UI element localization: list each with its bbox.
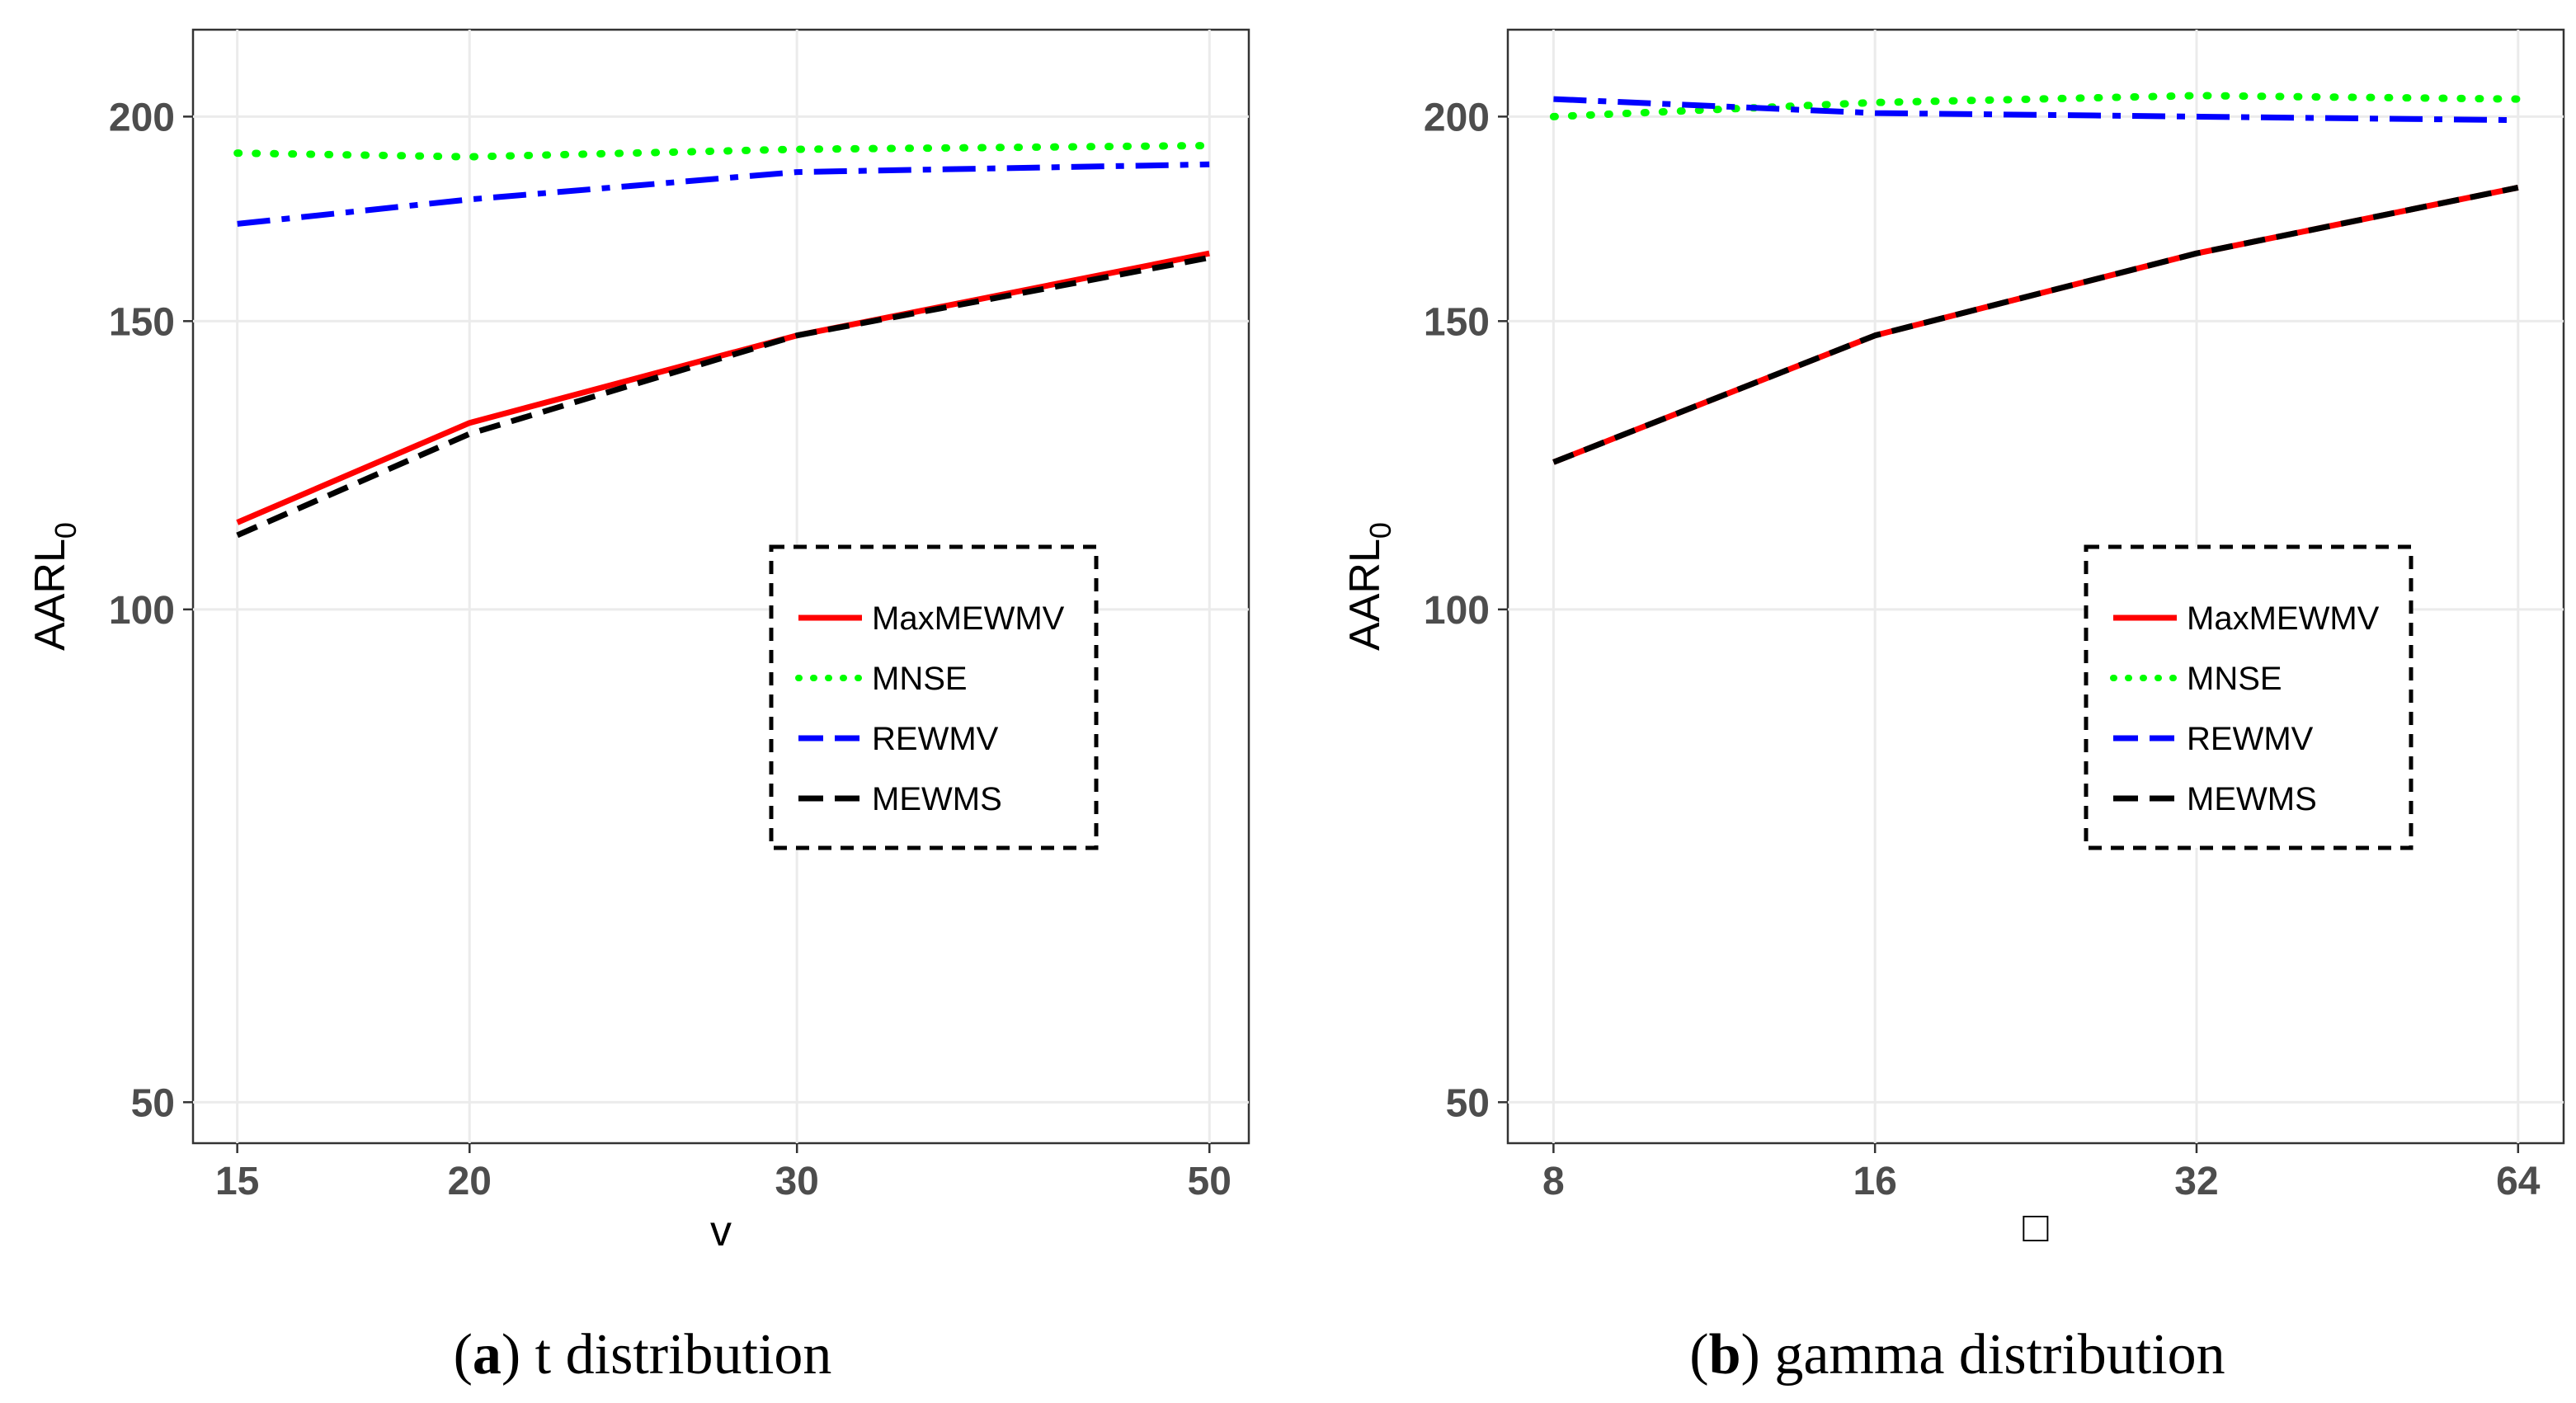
y-tick-label: 50	[131, 1081, 175, 1125]
grid	[1508, 30, 2564, 1143]
y-tick-label: 150	[109, 300, 175, 344]
legend: MaxMEWMV MNSE REWMV MEWMS	[769, 544, 1099, 850]
axis-ticks: 50 100 150 200 15 20 30 50	[109, 96, 1231, 1203]
y-tick-label: 150	[1424, 300, 1490, 344]
legend-label: MEWMS	[872, 781, 1002, 817]
x-tick-label: 30	[775, 1160, 818, 1203]
legend-label: MEWMS	[2187, 781, 2317, 817]
x-tick-label: 8	[1542, 1160, 1565, 1203]
series-line-mnse	[233, 142, 1213, 161]
x-axis-title: v	[710, 1208, 732, 1255]
legend: MaxMEWMV MNSE REWMV MEWMS	[2084, 544, 2414, 850]
x-axis-title: □	[2023, 1203, 2049, 1251]
series-lines	[233, 142, 1213, 539]
y-axis-title: AARL0	[26, 522, 82, 651]
panel-caption: (a) t distribution	[454, 1323, 832, 1387]
series-line-rewmv	[1553, 96, 2518, 124]
series-line-rewmv	[237, 161, 1210, 227]
panel-gamma-distribution: 50 100 150 200 8 16 32 64 MaxMEWMV MNSE REWMV MEWM…	[1341, 28, 2565, 1387]
axis-ticks: 50 100 150 200 8 16 32 64	[1424, 96, 2541, 1203]
legend-label: MaxMEWMV	[2187, 600, 2380, 637]
series-line-mnse	[1549, 92, 2522, 120]
x-tick-label: 32	[2174, 1160, 2218, 1203]
y-tick-label: 50	[1446, 1081, 1490, 1125]
y-tick-label: 200	[109, 96, 175, 139]
x-tick-label: 16	[1853, 1160, 1896, 1203]
x-tick-label: 50	[1188, 1160, 1231, 1203]
panel-caption: (b) gamma distribution	[1689, 1323, 2225, 1387]
legend-label: MaxMEWMV	[872, 600, 1065, 637]
y-tick-label: 100	[109, 589, 175, 633]
x-tick-label: 20	[448, 1160, 492, 1203]
legend-label: REWMV	[872, 721, 999, 757]
y-tick-label: 200	[1424, 96, 1490, 139]
legend-label: REWMV	[2187, 721, 2314, 757]
legend-label: MNSE	[872, 661, 968, 697]
series-line-mewms	[236, 254, 1210, 539]
y-axis-title: AARL0	[1341, 522, 1397, 651]
panel-t-distribution: 50 100 150 200 15 20 30 50 MaxMEWMV MNSE REWMV MEW…	[26, 28, 1250, 1387]
legend-label: MNSE	[2187, 661, 2282, 697]
x-tick-label: 15	[215, 1160, 259, 1203]
legend-box	[2084, 544, 2414, 850]
series-line-mewms	[1552, 184, 2519, 465]
x-tick-label: 64	[2496, 1160, 2541, 1203]
legend-box	[769, 544, 1099, 850]
series-lines	[1549, 92, 2522, 465]
y-tick-label: 100	[1424, 589, 1490, 633]
